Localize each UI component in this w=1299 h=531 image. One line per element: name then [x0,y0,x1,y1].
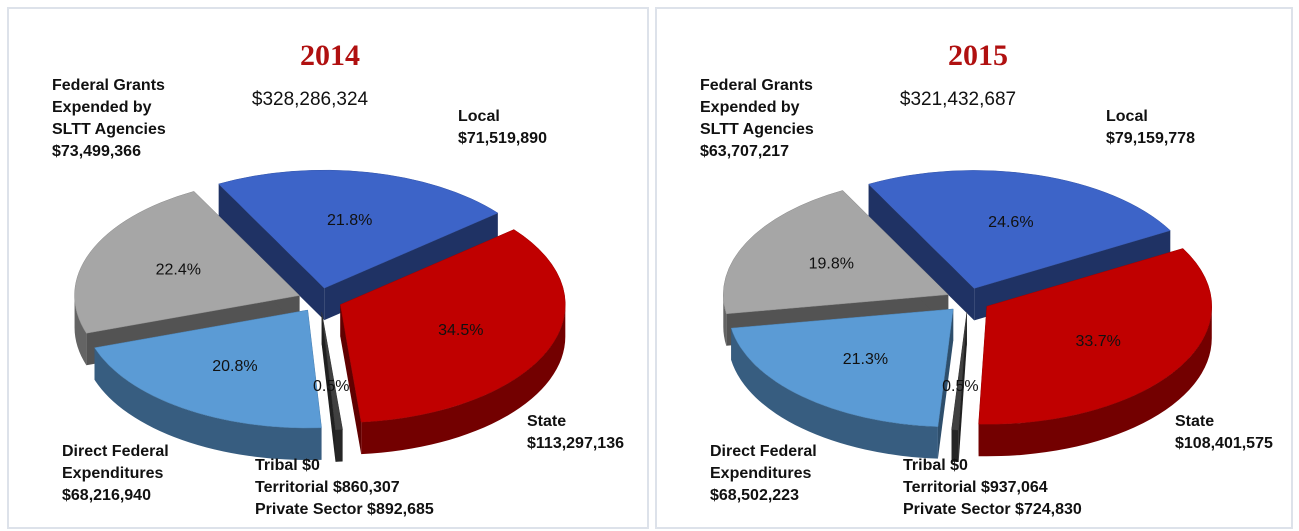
slice-label: $79,159,778 [1106,130,1195,147]
slice-side [340,304,362,455]
slice-side [335,429,343,462]
slice [218,169,499,289]
slice-side [978,306,1212,457]
value-label: 34.5% [438,322,483,339]
slice-label: Expended by [52,99,152,116]
slice-label: $63,707,217 [700,143,789,160]
panel [7,7,649,529]
chart-title: 2014 [300,39,360,72]
slice-label: Private Sector $892,685 [255,501,434,518]
slice-label: $68,502,223 [710,487,799,504]
value-label: 21.3% [843,351,888,368]
slice-label: Territorial $860,307 [255,479,400,496]
value-label: 22.4% [156,261,201,278]
value-label: 20.8% [212,358,257,375]
slice-label: Expended by [700,99,800,116]
slice-label: $71,519,890 [458,130,547,147]
slice [74,191,301,334]
slice-side [321,312,336,462]
slice-label: SLTT Agencies [52,121,166,138]
slice-side [218,183,325,321]
slice-label: Federal Grants [52,77,165,94]
slice [94,309,322,429]
slice [978,248,1212,425]
slice-side [937,308,954,459]
slice-side [74,295,87,366]
slice-side [94,347,322,461]
value-label: 24.6% [988,214,1033,231]
slice-side [951,429,959,463]
slice-side [868,184,975,321]
slice-label: Federal Grants [700,77,813,94]
slice [321,312,343,431]
slice [951,312,968,431]
slice-side [723,294,727,346]
slice-label: $113,297,136 [527,435,624,452]
slice-label: Expenditures [62,465,163,482]
panel [655,7,1293,529]
slice-label: $73,499,366 [52,143,141,160]
slice-label: Direct Federal [710,443,817,460]
value-label: 0.5% [313,378,349,395]
slice [730,308,954,427]
slice-label: SLTT Agencies [700,121,814,138]
value-label: 21.8% [327,212,372,229]
slice-label: Private Sector $724,830 [903,501,1082,518]
slice-label: Territorial $937,064 [903,479,1048,496]
slice [868,170,1171,289]
slice-label: $68,216,940 [62,487,151,504]
slice-label: Local [1106,108,1148,125]
slice-side [731,328,938,459]
value-label: 33.7% [1076,333,1121,350]
slice-label: Direct Federal [62,443,169,460]
chart-subtitle: $328,286,324 [252,89,369,110]
value-label: 0.5% [942,378,978,395]
slice-label: Tribal $0 [255,457,320,474]
slice-label: State [1175,413,1214,430]
value-label: 19.8% [809,256,854,273]
slice [723,190,949,315]
chart-title: 2015 [948,39,1008,72]
chart-subtitle: $321,432,687 [900,89,1016,110]
slice-label: $108,401,575 [1175,435,1273,452]
slice-label: Tribal $0 [903,457,968,474]
slice-label: Local [458,108,500,125]
slice [340,229,566,423]
slice-label: State [527,413,566,430]
slice-label: Expenditures [710,465,811,482]
